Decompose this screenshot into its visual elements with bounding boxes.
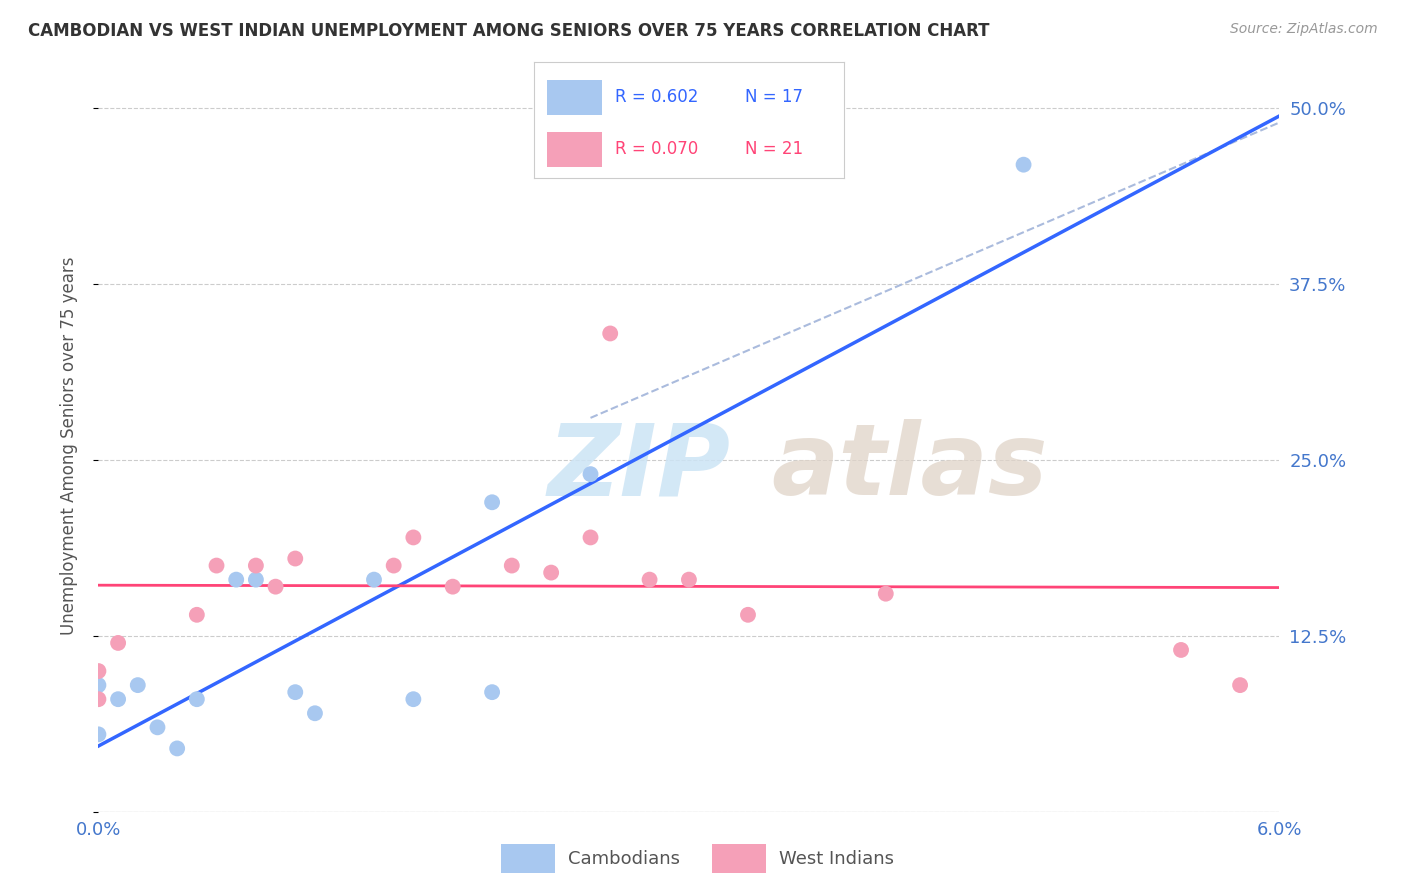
Point	[107, 692, 129, 706]
Point	[205, 558, 228, 573]
Point	[186, 607, 208, 622]
Point	[441, 580, 464, 594]
Text: N = 17: N = 17	[745, 88, 803, 106]
Y-axis label: Unemployment Among Seniors over 75 years: Unemployment Among Seniors over 75 years	[59, 257, 77, 635]
Point	[186, 692, 208, 706]
Point	[737, 607, 759, 622]
Text: atlas: atlas	[772, 419, 1047, 516]
Point	[127, 678, 149, 692]
Bar	[711, 844, 766, 873]
Point	[402, 530, 425, 544]
Point	[166, 741, 188, 756]
Point	[875, 587, 897, 601]
Bar	[547, 79, 602, 114]
Point	[638, 573, 661, 587]
Point	[146, 720, 169, 734]
Bar	[547, 132, 602, 167]
Bar	[501, 844, 554, 873]
Text: CAMBODIAN VS WEST INDIAN UNEMPLOYMENT AMONG SENIORS OVER 75 YEARS CORRELATION CH: CAMBODIAN VS WEST INDIAN UNEMPLOYMENT AM…	[28, 22, 990, 40]
Point	[225, 573, 247, 587]
Point	[481, 685, 503, 699]
Point	[284, 551, 307, 566]
Point	[678, 573, 700, 587]
Point	[540, 566, 562, 580]
Point	[1012, 158, 1035, 172]
Text: R = 0.070: R = 0.070	[614, 140, 697, 159]
Text: N = 21: N = 21	[745, 140, 803, 159]
Point	[284, 685, 307, 699]
Text: ZIP: ZIP	[547, 419, 730, 516]
Point	[87, 664, 110, 678]
Point	[87, 727, 110, 741]
Point	[579, 530, 602, 544]
Point	[107, 636, 129, 650]
Text: West Indians: West Indians	[779, 849, 894, 868]
Point	[363, 573, 385, 587]
Text: Cambodians: Cambodians	[568, 849, 681, 868]
Point	[264, 580, 287, 594]
Point	[304, 706, 326, 721]
Point	[87, 692, 110, 706]
Point	[1229, 678, 1251, 692]
Point	[599, 326, 621, 341]
Point	[245, 573, 267, 587]
Point	[245, 558, 267, 573]
Point	[501, 558, 523, 573]
Point	[579, 467, 602, 482]
Text: R = 0.602: R = 0.602	[614, 88, 697, 106]
Point	[382, 558, 405, 573]
Point	[481, 495, 503, 509]
Point	[1170, 643, 1192, 657]
Point	[402, 692, 425, 706]
Point	[87, 678, 110, 692]
Text: Source: ZipAtlas.com: Source: ZipAtlas.com	[1230, 22, 1378, 37]
